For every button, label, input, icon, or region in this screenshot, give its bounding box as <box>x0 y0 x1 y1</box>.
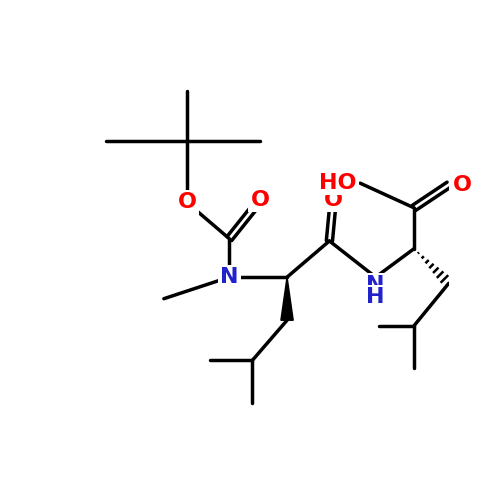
Text: O: O <box>250 190 270 210</box>
Text: H: H <box>366 287 385 307</box>
Text: O: O <box>178 192 197 212</box>
Text: N: N <box>220 267 238 287</box>
Text: HO: HO <box>319 173 356 193</box>
Text: O: O <box>452 174 471 195</box>
Text: O: O <box>324 190 343 210</box>
Text: N: N <box>366 275 385 295</box>
Polygon shape <box>281 277 293 320</box>
